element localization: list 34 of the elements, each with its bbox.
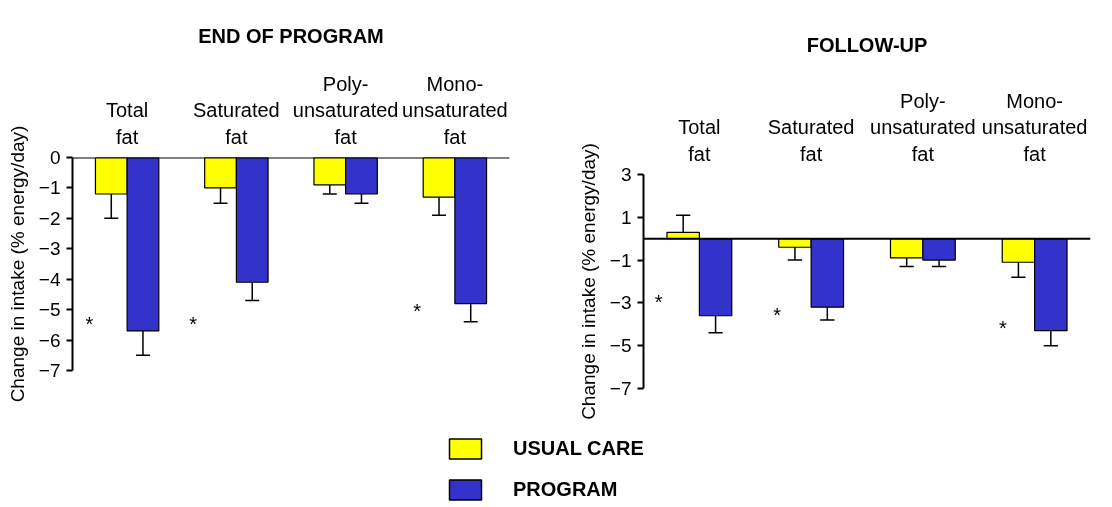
y-tick-label: −7 [609, 378, 632, 399]
y-tick-label: −1 [38, 177, 61, 199]
annotation: * [654, 290, 663, 313]
annotation: * [189, 312, 198, 335]
chart-title: END OF PROGRAM [198, 25, 384, 47]
y-tick-label: −4 [38, 268, 61, 290]
y-tick-label: −6 [38, 329, 61, 351]
x-tick-label: Saturated fat [193, 99, 280, 148]
annotation: * [413, 299, 422, 322]
x-tick-label: Total fat [106, 99, 149, 148]
x-tick-label: Mono- unsaturated fat [981, 89, 1088, 165]
y-tick-label: −2 [38, 207, 61, 229]
legend-label: USUAL CARE [513, 437, 644, 460]
y-tick-label: −3 [38, 238, 61, 260]
y-tick-label: −5 [38, 299, 61, 321]
x-tick-label: Mono- unsaturated fat [402, 72, 508, 148]
y-tick-label: −1 [609, 249, 632, 271]
x-tick-label: Total fat [678, 116, 721, 165]
annotation: * [998, 316, 1007, 339]
y-tick-label: −7 [38, 360, 61, 381]
x-tick-label: Poly- unsaturated fat [292, 72, 399, 148]
x-tick-label: Poly- unsaturated fat [870, 89, 976, 165]
y-tick-label: 3 [620, 164, 632, 185]
annotation: * [85, 312, 94, 335]
legend-label: PROGRAM [513, 478, 618, 501]
annotation: * [773, 303, 782, 326]
chart-title: FOLLOW-UP [806, 33, 928, 56]
y-tick-label: 1 [620, 206, 632, 228]
y-tick-label: 0 [49, 147, 61, 168]
x-tick-label: Saturated fat [767, 116, 855, 165]
y-axis-title: Change in intake (% energy/day) [6, 125, 28, 403]
y-axis-title: Change in intake (% energy/day) [577, 143, 599, 420]
y-tick-label: −5 [609, 335, 632, 357]
y-tick-label: −3 [609, 292, 632, 314]
